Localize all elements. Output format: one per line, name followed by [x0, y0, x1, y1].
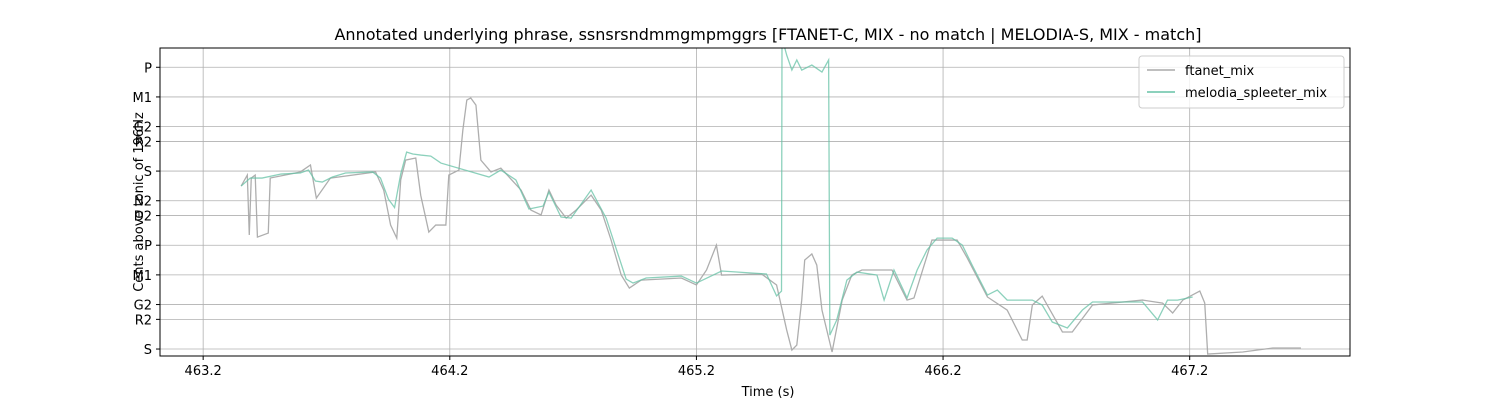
y-tick-label: P [144, 61, 152, 76]
x-axis-label: Time (s) [741, 385, 795, 400]
y-tick-label: P [144, 239, 152, 254]
legend-label: melodia_spleeter_mix [1185, 86, 1327, 101]
x-tick-label: 467.2 [1171, 364, 1208, 379]
y-tick-label: M1 [133, 91, 153, 106]
y-tick-label: N2 [134, 195, 152, 210]
y-tick-label: R2 [135, 135, 152, 150]
chart-title: Annotated underlying phrase, ssnsrsndmmg… [334, 25, 1201, 44]
y-tick-label: S [144, 343, 152, 358]
plot-frame [159, 47, 1351, 357]
grid [160, 48, 1350, 356]
x-tick-label: 463.2 [185, 364, 222, 379]
y-tick-label: R2 [135, 313, 152, 328]
y-tick-label: D2 [134, 210, 152, 225]
legend-box [1138, 55, 1345, 109]
x-tick-label: 466.2 [924, 364, 961, 379]
y-tick-label: G2 [134, 121, 152, 136]
x-tick-label: 465.2 [678, 364, 715, 379]
plot-lines [240, 48, 1301, 355]
series-line [240, 48, 1193, 336]
y-tick-label: M1 [133, 269, 153, 284]
x-tick-label: 464.2 [431, 364, 468, 379]
y-tick-label: G2 [134, 299, 152, 314]
legend-label: ftanet_mix [1185, 64, 1255, 79]
legend: ftanet_mix melodia_spleeter_mix [1138, 55, 1345, 109]
y-tick-label: S [144, 165, 152, 180]
y-axis-label: Cents above tonic of 196Hz [132, 112, 147, 292]
